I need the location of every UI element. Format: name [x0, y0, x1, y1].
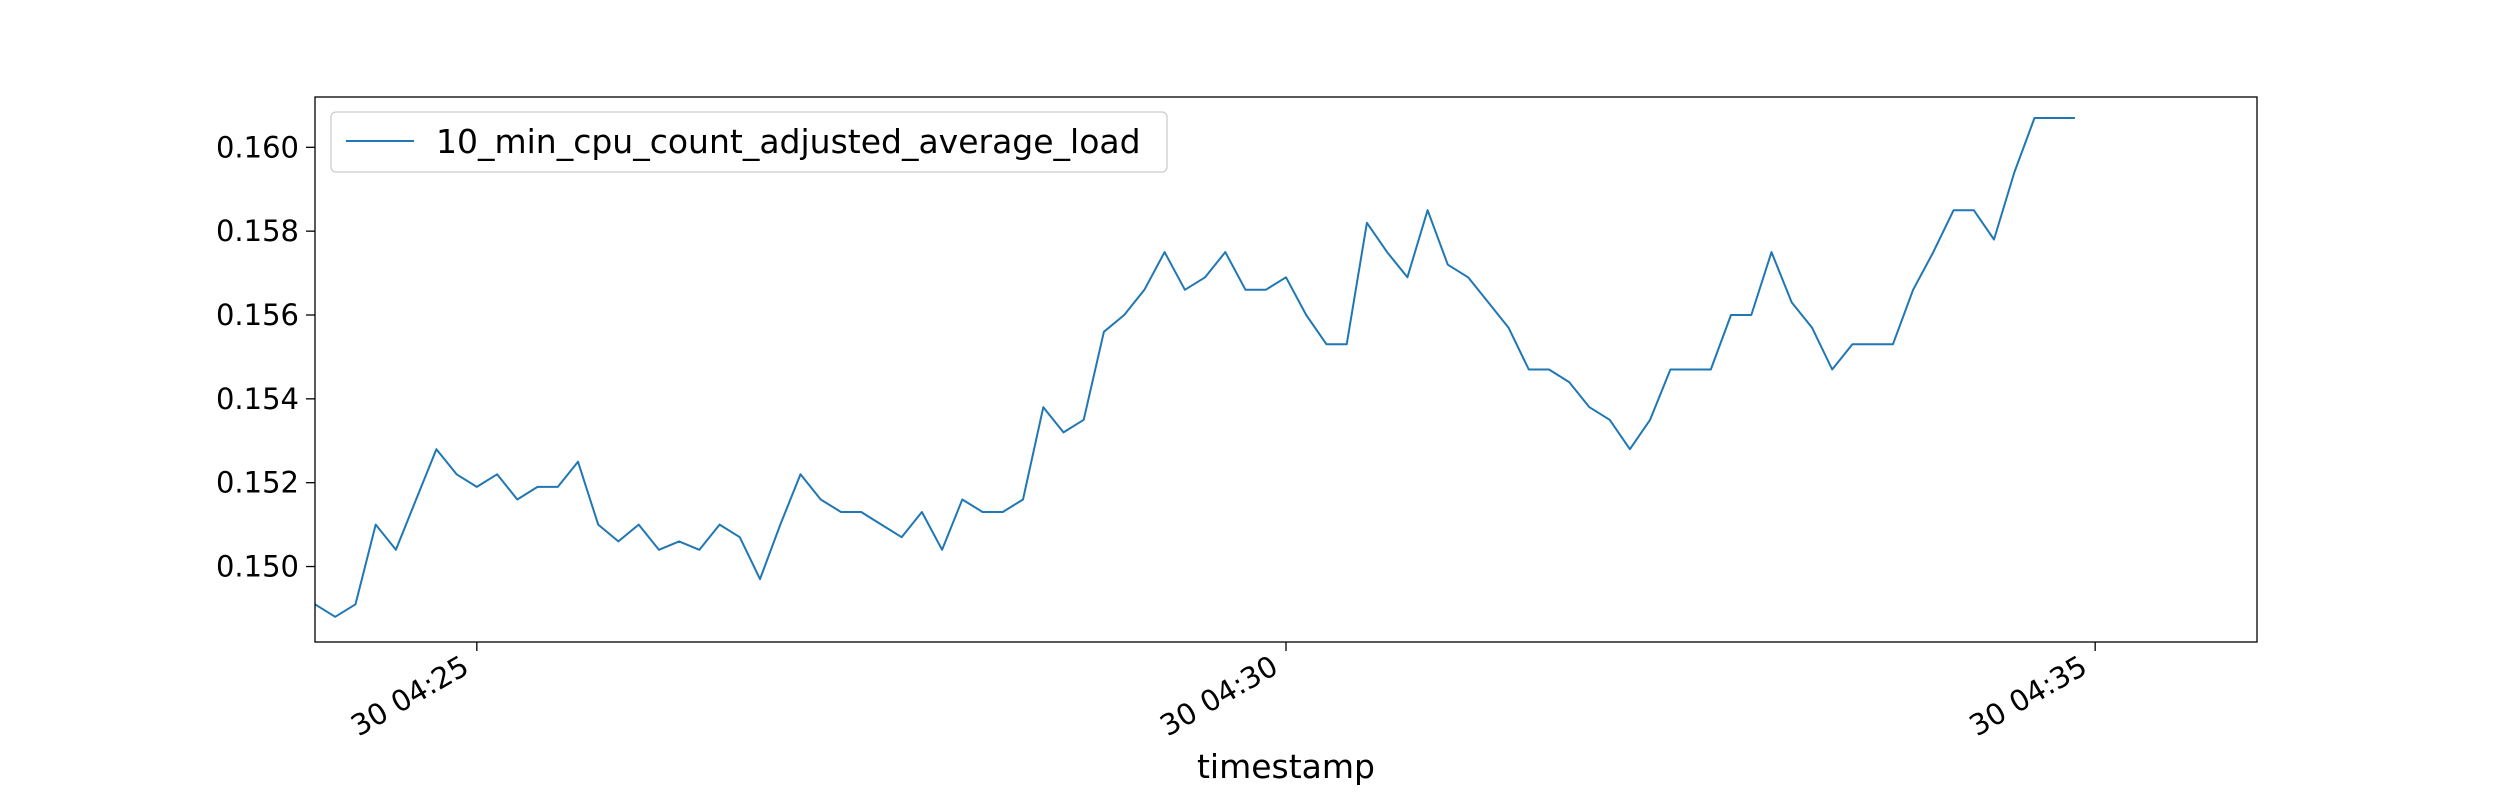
legend: 10_min_cpu_count_adjusted_average_load [330, 111, 1168, 173]
y-tick-label: 0.150 [216, 550, 299, 584]
series-line [314, 117, 2075, 618]
x-axis: 30 04:25 30 04:30 30 04:35 [345, 642, 2096, 743]
legend-label: 10_min_cpu_count_adjusted_average_load [436, 122, 1141, 161]
y-tick-label: 0.160 [216, 130, 299, 164]
x-tick-label: 30 04:35 [1963, 649, 2092, 743]
y-axis: 0.150 0.152 0.154 0.156 0.158 0.160 [216, 130, 315, 584]
plot-area [315, 97, 2257, 642]
x-tick-label: 30 04:30 [1154, 649, 1283, 743]
plot-frame [314, 96, 2258, 643]
y-tick-label: 0.156 [216, 298, 299, 332]
series-group [314, 117, 2075, 618]
y-tick-label: 0.154 [216, 382, 299, 416]
y-tick-label: 0.158 [216, 214, 299, 248]
y-tick-label: 0.152 [216, 466, 299, 500]
x-tick-label: 30 04:25 [345, 649, 474, 743]
legend-box [330, 111, 1168, 173]
x-axis-label: timestamp [1197, 747, 1375, 786]
